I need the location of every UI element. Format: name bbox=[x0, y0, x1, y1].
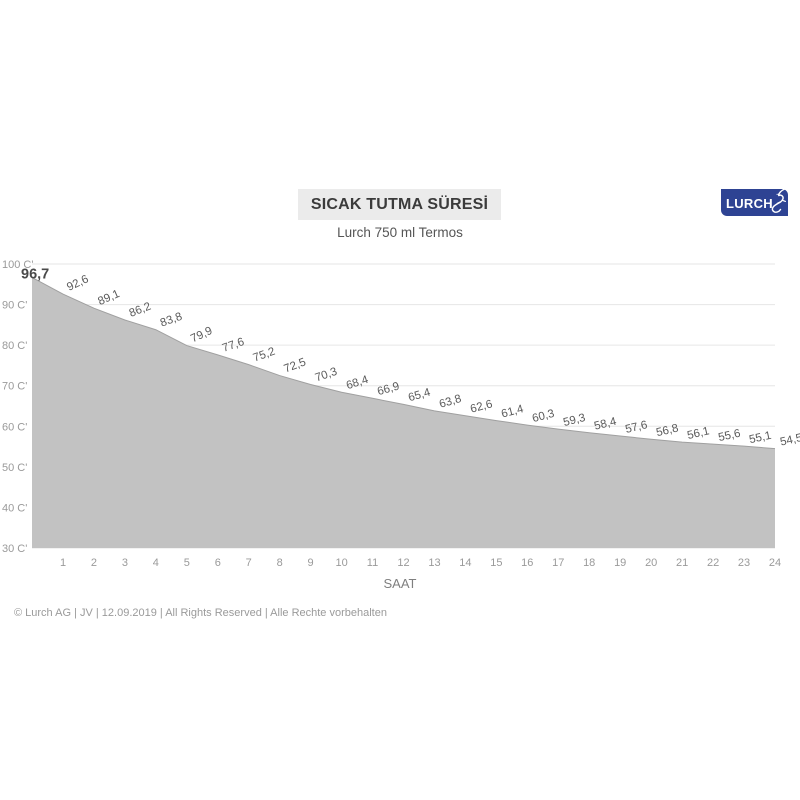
svg-text:80 C': 80 C' bbox=[2, 340, 27, 352]
svg-text:16: 16 bbox=[521, 557, 533, 569]
svg-text:90 C': 90 C' bbox=[2, 300, 27, 312]
svg-text:21: 21 bbox=[676, 557, 688, 569]
svg-text:66,9: 66,9 bbox=[376, 380, 401, 398]
svg-text:55,1: 55,1 bbox=[748, 430, 772, 446]
svg-text:40 C': 40 C' bbox=[2, 502, 27, 514]
svg-text:6: 6 bbox=[215, 557, 221, 569]
svg-text:72,5: 72,5 bbox=[283, 356, 308, 375]
svg-text:92,6: 92,6 bbox=[65, 273, 90, 293]
svg-text:1: 1 bbox=[60, 557, 66, 569]
svg-text:17: 17 bbox=[552, 557, 564, 569]
svg-text:60 C': 60 C' bbox=[2, 421, 27, 433]
svg-text:23: 23 bbox=[738, 557, 750, 569]
svg-text:12: 12 bbox=[397, 557, 409, 569]
svg-text:56,1: 56,1 bbox=[686, 425, 710, 442]
svg-text:3: 3 bbox=[122, 557, 128, 569]
svg-text:57,6: 57,6 bbox=[624, 419, 649, 436]
svg-text:62,6: 62,6 bbox=[469, 398, 494, 415]
svg-text:15: 15 bbox=[490, 557, 502, 569]
svg-text:65,4: 65,4 bbox=[407, 386, 432, 404]
svg-text:75,2: 75,2 bbox=[252, 346, 277, 365]
svg-text:50 C': 50 C' bbox=[2, 462, 27, 474]
svg-text:30 C': 30 C' bbox=[2, 543, 27, 555]
svg-text:58,4: 58,4 bbox=[593, 416, 618, 433]
svg-text:19: 19 bbox=[614, 557, 626, 569]
svg-text:55,6: 55,6 bbox=[717, 428, 741, 444]
svg-text:5: 5 bbox=[184, 557, 190, 569]
svg-text:20: 20 bbox=[645, 557, 657, 569]
svg-text:77,6: 77,6 bbox=[221, 336, 246, 355]
svg-text:14: 14 bbox=[459, 557, 471, 569]
svg-text:56,8: 56,8 bbox=[655, 422, 680, 439]
svg-text:70 C': 70 C' bbox=[2, 381, 27, 393]
svg-text:83,8: 83,8 bbox=[159, 311, 184, 330]
svg-text:18: 18 bbox=[583, 557, 595, 569]
svg-text:22: 22 bbox=[707, 557, 719, 569]
svg-text:10: 10 bbox=[335, 557, 347, 569]
svg-text:13: 13 bbox=[428, 557, 440, 569]
svg-text:61,4: 61,4 bbox=[500, 403, 525, 420]
svg-text:2: 2 bbox=[91, 557, 97, 569]
svg-text:11: 11 bbox=[367, 557, 378, 569]
svg-text:63,8: 63,8 bbox=[438, 393, 463, 411]
svg-text:79,9: 79,9 bbox=[189, 325, 214, 345]
svg-text:60,3: 60,3 bbox=[531, 408, 556, 425]
svg-text:70,3: 70,3 bbox=[314, 366, 339, 385]
svg-text:9: 9 bbox=[308, 557, 314, 569]
svg-text:24: 24 bbox=[769, 557, 781, 569]
svg-text:54,5: 54,5 bbox=[779, 432, 800, 449]
svg-text:68,4: 68,4 bbox=[345, 374, 371, 392]
svg-text:8: 8 bbox=[277, 557, 283, 569]
svg-text:4: 4 bbox=[153, 557, 159, 569]
svg-text:96,7: 96,7 bbox=[21, 266, 49, 282]
svg-text:86,2: 86,2 bbox=[128, 300, 153, 319]
svg-text:7: 7 bbox=[246, 557, 252, 569]
